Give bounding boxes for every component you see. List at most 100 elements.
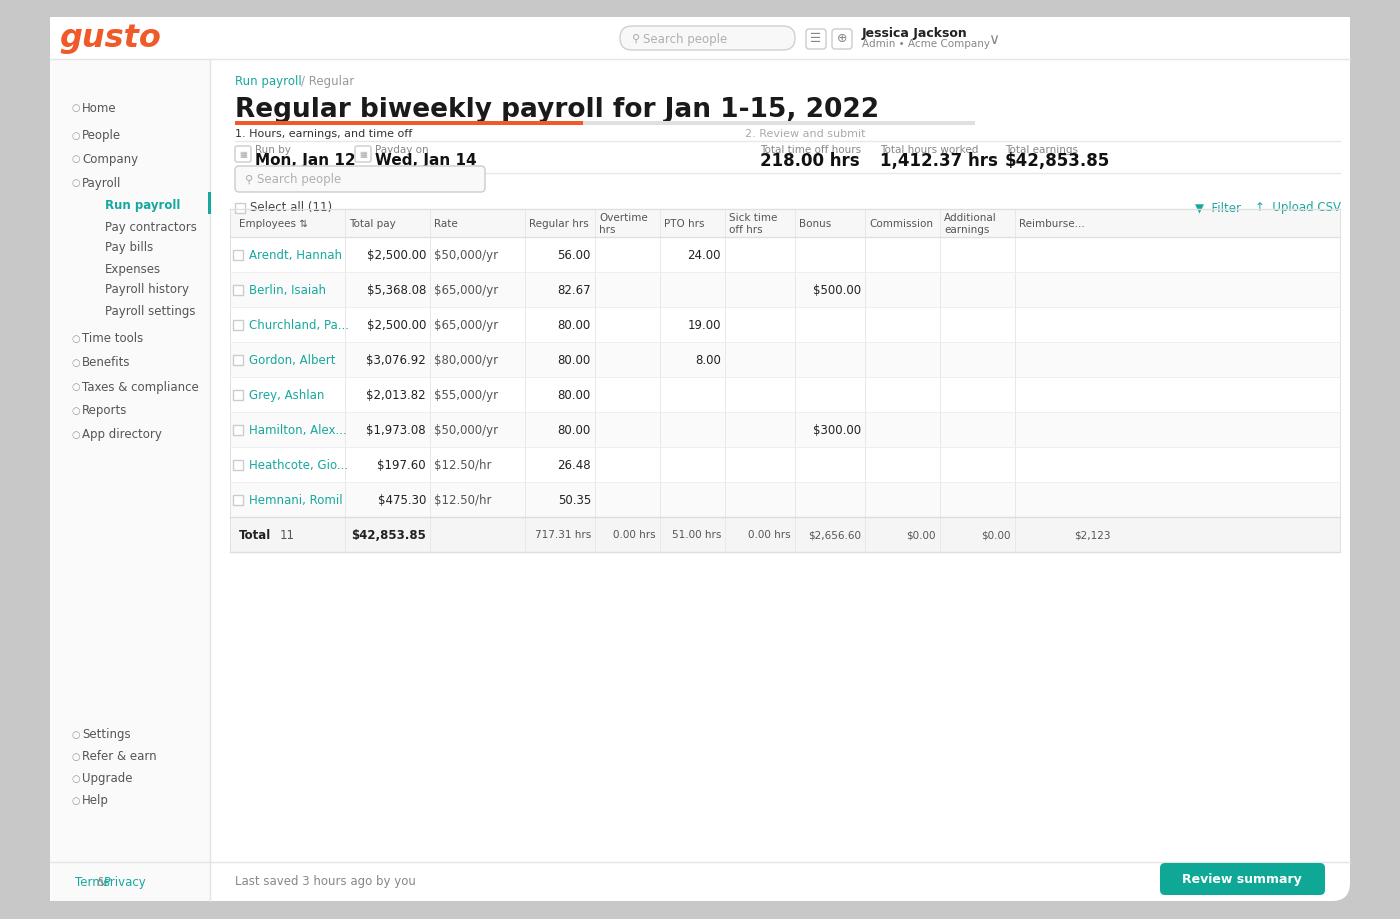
Text: Privacy: Privacy bbox=[104, 876, 147, 889]
Text: Total earnings: Total earnings bbox=[1005, 145, 1078, 154]
Text: Refer & earn: Refer & earn bbox=[83, 750, 157, 763]
Bar bbox=[232, 495, 244, 505]
Text: Settings: Settings bbox=[83, 728, 130, 741]
Text: Run by: Run by bbox=[255, 145, 291, 154]
FancyBboxPatch shape bbox=[620, 27, 795, 51]
Text: Churchland, Pa...: Churchland, Pa... bbox=[249, 319, 349, 332]
Text: Home: Home bbox=[83, 101, 116, 114]
Text: ○: ○ bbox=[71, 381, 81, 391]
Text: $500.00: $500.00 bbox=[813, 284, 861, 297]
Text: $12.50/hr: $12.50/hr bbox=[434, 459, 491, 471]
Text: App directory: App directory bbox=[83, 428, 162, 441]
Text: $2,123: $2,123 bbox=[1075, 530, 1112, 539]
Text: Expenses: Expenses bbox=[105, 262, 161, 275]
Bar bbox=[232, 250, 244, 260]
Text: Employees ⇅: Employees ⇅ bbox=[239, 219, 308, 229]
Text: $50,000/yr: $50,000/yr bbox=[434, 249, 498, 262]
Bar bbox=[235, 204, 245, 214]
Text: 50.35: 50.35 bbox=[557, 494, 591, 506]
Text: 51.00 hrs: 51.00 hrs bbox=[672, 530, 721, 539]
Text: Hamilton, Alex...: Hamilton, Alex... bbox=[249, 424, 347, 437]
Text: 1,412.37 hrs: 1,412.37 hrs bbox=[881, 152, 998, 170]
Bar bbox=[230, 448, 1340, 482]
Text: Arendt, Hannah: Arendt, Hannah bbox=[249, 249, 342, 262]
Bar bbox=[230, 238, 1340, 273]
Text: Benefits: Benefits bbox=[83, 356, 130, 369]
Text: $2,656.60: $2,656.60 bbox=[808, 530, 861, 539]
Text: Total hours worked: Total hours worked bbox=[881, 145, 979, 154]
Bar bbox=[232, 425, 244, 435]
Text: ○: ○ bbox=[71, 334, 81, 344]
Text: Payday on: Payday on bbox=[375, 145, 428, 154]
Bar bbox=[230, 413, 1340, 448]
Bar bbox=[232, 320, 244, 330]
Text: ⊕: ⊕ bbox=[837, 32, 847, 45]
Text: People: People bbox=[83, 130, 122, 142]
Text: Select all (11): Select all (11) bbox=[251, 201, 332, 214]
Text: Total: Total bbox=[239, 528, 272, 541]
Text: Pay bills: Pay bills bbox=[105, 241, 153, 255]
Text: Reimburse...: Reimburse... bbox=[1019, 219, 1085, 229]
Text: &: & bbox=[97, 876, 105, 889]
Text: ▦: ▦ bbox=[358, 151, 367, 159]
Text: 26.48: 26.48 bbox=[557, 459, 591, 471]
Text: Total time off hours: Total time off hours bbox=[760, 145, 861, 154]
Text: 24.00: 24.00 bbox=[687, 249, 721, 262]
Text: ○: ○ bbox=[71, 103, 81, 113]
Text: Taxes & compliance: Taxes & compliance bbox=[83, 380, 199, 393]
Text: 8.00: 8.00 bbox=[696, 354, 721, 367]
Text: ▦: ▦ bbox=[239, 151, 246, 159]
FancyBboxPatch shape bbox=[356, 147, 371, 163]
Bar bbox=[232, 355, 244, 365]
Text: 0.00 hrs: 0.00 hrs bbox=[613, 530, 657, 539]
Text: $42,853.85: $42,853.85 bbox=[1005, 152, 1110, 170]
Text: ⚲: ⚲ bbox=[245, 175, 253, 185]
Text: Berlin, Isaiah: Berlin, Isaiah bbox=[249, 284, 326, 297]
Text: Hemnani, Romil: Hemnani, Romil bbox=[249, 494, 343, 506]
Bar bbox=[230, 482, 1340, 517]
Text: $2,500.00: $2,500.00 bbox=[367, 249, 426, 262]
FancyBboxPatch shape bbox=[832, 30, 853, 50]
Text: Total pay: Total pay bbox=[349, 219, 396, 229]
Text: $65,000/yr: $65,000/yr bbox=[434, 319, 498, 332]
Text: ☰: ☰ bbox=[811, 32, 822, 45]
Text: Rate: Rate bbox=[434, 219, 458, 229]
Text: Last saved 3 hours ago by you: Last saved 3 hours ago by you bbox=[235, 875, 416, 888]
Text: ○: ○ bbox=[71, 773, 81, 783]
Text: 80.00: 80.00 bbox=[557, 354, 591, 367]
Text: Sick time
off hrs: Sick time off hrs bbox=[729, 213, 777, 234]
Text: ○: ○ bbox=[71, 130, 81, 141]
Text: / Regular: / Regular bbox=[301, 74, 354, 87]
Text: ↑  Upload CSV: ↑ Upload CSV bbox=[1254, 201, 1341, 214]
Text: $55,000/yr: $55,000/yr bbox=[434, 389, 498, 402]
Text: ⚲: ⚲ bbox=[631, 34, 640, 44]
Text: ○: ○ bbox=[71, 153, 81, 164]
Text: ○: ○ bbox=[71, 795, 81, 805]
Bar bbox=[230, 273, 1340, 308]
Text: Grey, Ashlan: Grey, Ashlan bbox=[249, 389, 325, 402]
Text: Jessica Jackson: Jessica Jackson bbox=[862, 28, 967, 40]
Text: Regular hrs: Regular hrs bbox=[529, 219, 589, 229]
Text: Payroll: Payroll bbox=[83, 176, 122, 189]
Text: $50,000/yr: $50,000/yr bbox=[434, 424, 498, 437]
Text: Search people: Search people bbox=[643, 32, 727, 45]
Bar bbox=[230, 343, 1340, 378]
Bar bbox=[230, 308, 1340, 343]
Text: 19.00: 19.00 bbox=[687, 319, 721, 332]
Bar bbox=[235, 122, 974, 126]
Text: $2,013.82: $2,013.82 bbox=[367, 389, 426, 402]
Text: 82.67: 82.67 bbox=[557, 284, 591, 297]
Text: $475.30: $475.30 bbox=[378, 494, 426, 506]
Text: Upgrade: Upgrade bbox=[83, 772, 133, 785]
Text: $0.00: $0.00 bbox=[907, 530, 937, 539]
Text: ○: ○ bbox=[71, 751, 81, 761]
Text: $2,500.00: $2,500.00 bbox=[367, 319, 426, 332]
Text: $1,973.08: $1,973.08 bbox=[367, 424, 426, 437]
Text: Heathcote, Gio...: Heathcote, Gio... bbox=[249, 459, 349, 471]
Text: 2. Review and submit: 2. Review and submit bbox=[745, 129, 865, 139]
Bar bbox=[230, 378, 1340, 413]
Text: 11: 11 bbox=[280, 528, 295, 541]
Text: ○: ○ bbox=[71, 729, 81, 739]
Text: ▼  Filter: ▼ Filter bbox=[1196, 201, 1240, 214]
Text: ○: ○ bbox=[71, 177, 81, 187]
